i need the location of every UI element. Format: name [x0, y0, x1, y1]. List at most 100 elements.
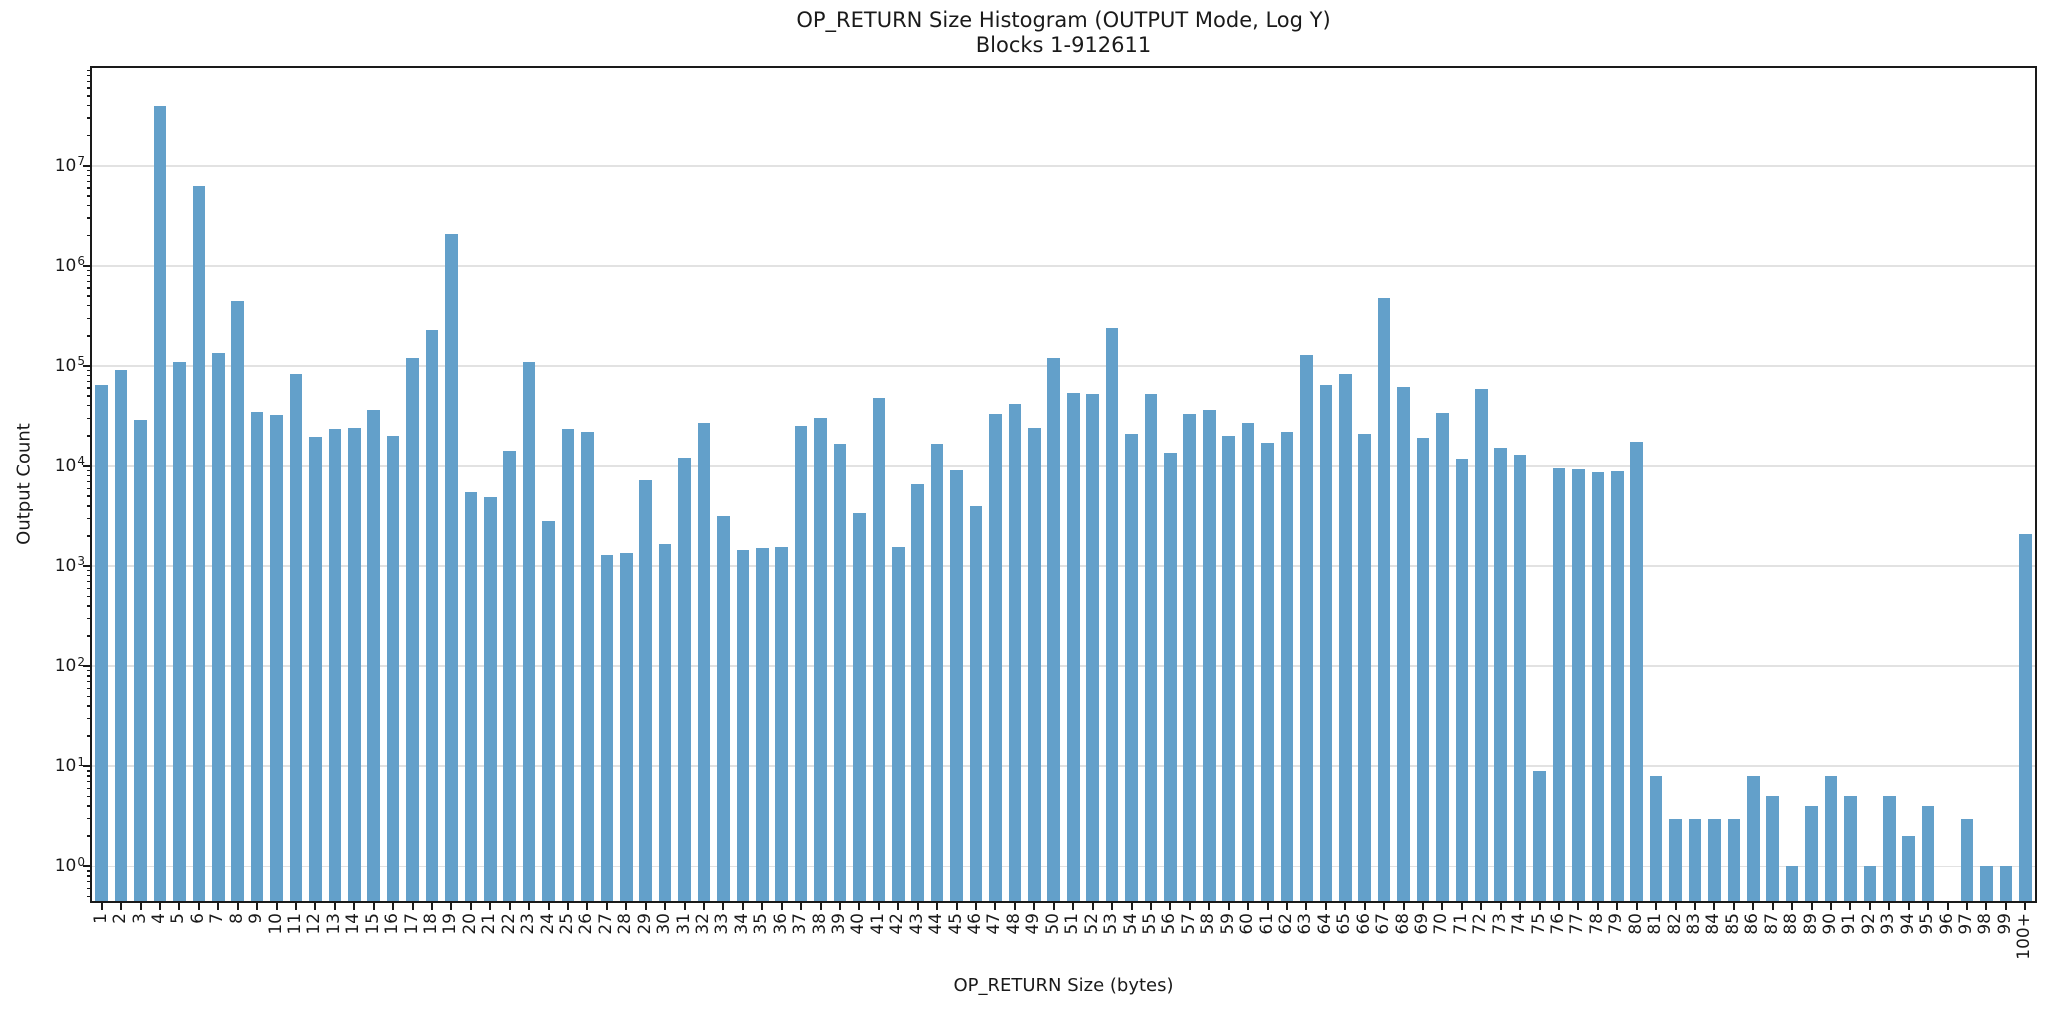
bar [775, 547, 789, 901]
y-minor-tick [87, 817, 92, 820]
bar [1358, 433, 1371, 901]
x-tick-label: 45 [945, 913, 966, 935]
x-tick [139, 903, 142, 910]
x-tick-label: 34 [731, 913, 752, 935]
y-minor-tick [87, 835, 92, 837]
x-tick [1480, 903, 1483, 910]
bar [1086, 394, 1099, 901]
y-tick-label: 104 [54, 454, 85, 477]
y-gridline [92, 465, 2035, 467]
x-tick-label: 79 [1606, 913, 1627, 935]
y-major-tick [83, 264, 92, 267]
y-minor-tick [87, 305, 92, 307]
x-tick-label: 67 [1373, 913, 1394, 935]
bar [1261, 442, 1274, 901]
bar [1202, 410, 1216, 901]
x-tick [955, 903, 958, 910]
x-tick [1111, 903, 1114, 910]
x-tick [605, 903, 608, 910]
x-tick-label: 49 [1023, 913, 1044, 935]
x-tick-label: 24 [537, 913, 558, 935]
bar [1300, 354, 1313, 901]
y-minor-tick [87, 505, 92, 507]
bar [989, 414, 1002, 901]
x-tick [644, 903, 647, 910]
x-tick-label: 10 [265, 913, 286, 935]
y-minor-tick [87, 635, 92, 637]
x-tick [625, 903, 628, 910]
x-tick [2024, 903, 2027, 910]
y-minor-tick [87, 280, 92, 283]
x-tick [839, 903, 842, 910]
x-tick-label: 58 [1198, 913, 1219, 935]
y-minor-tick [87, 680, 92, 683]
x-tick-label: 12 [304, 913, 325, 935]
x-tick [1285, 903, 1288, 910]
y-minor-tick [87, 435, 92, 437]
bar [1338, 374, 1352, 901]
x-tick-label: 42 [887, 913, 908, 935]
x-tick-label: 71 [1450, 913, 1471, 935]
y-minor-tick [87, 135, 92, 137]
x-tick [1402, 903, 1405, 910]
bar [911, 484, 925, 901]
x-tick [1013, 903, 1016, 910]
x-tick [1383, 903, 1386, 910]
x-tick [1324, 903, 1327, 910]
bar [697, 422, 711, 901]
bar [1766, 796, 1779, 901]
bar [1708, 818, 1721, 901]
x-tick-label: 23 [518, 913, 539, 935]
y-minor-tick [87, 795, 92, 798]
y-minor-tick [87, 687, 92, 690]
x-tick-label: 53 [1101, 913, 1122, 935]
x-tick [1810, 903, 1813, 910]
bar [1572, 468, 1585, 901]
x-tick-label: 32 [693, 913, 714, 935]
bar [542, 521, 555, 901]
bar [192, 185, 206, 901]
chart-subtitle: Blocks 1-912611 [975, 33, 1152, 57]
x-tick-label: 18 [421, 913, 442, 935]
y-minor-tick [87, 475, 92, 477]
x-tick [1363, 903, 1366, 910]
y-minor-tick [87, 517, 92, 520]
bar [1280, 431, 1294, 901]
bar [1455, 459, 1469, 901]
x-tick-label: 15 [362, 913, 383, 935]
x-tick-label: 57 [1178, 913, 1199, 935]
bar [1319, 385, 1333, 901]
x-tick [1208, 903, 1211, 910]
bar [348, 427, 361, 901]
x-tick-label: 83 [1683, 913, 1704, 935]
bar [1688, 818, 1702, 901]
x-tick-label: 2 [110, 913, 131, 924]
bar [1028, 427, 1041, 901]
x-tick [178, 903, 181, 910]
x-tick [1052, 903, 1055, 910]
x-tick [1732, 903, 1735, 910]
y-gridline [92, 265, 2035, 267]
x-tick-label: 93 [1878, 913, 1899, 935]
y-minor-tick [87, 495, 92, 497]
x-axis-label: OP_RETURN Size (bytes) [953, 975, 1174, 996]
y-minor-tick [87, 781, 92, 783]
y-minor-tick [87, 580, 92, 583]
y-minor-tick [87, 735, 92, 737]
x-tick [1616, 903, 1619, 910]
x-tick [741, 903, 744, 910]
bar [270, 415, 283, 901]
x-tick [120, 903, 123, 910]
x-tick-label: 28 [615, 913, 636, 935]
y-minor-tick [87, 195, 92, 197]
bar [1669, 818, 1682, 901]
y-minor-tick [87, 217, 92, 219]
bar [1164, 452, 1177, 901]
bar [1533, 770, 1546, 901]
bar [1863, 866, 1877, 901]
y-minor-tick [87, 770, 92, 772]
bar [367, 410, 381, 901]
y-minor-tick [87, 535, 92, 537]
bar [833, 444, 847, 901]
x-tick-label: 72 [1470, 913, 1491, 935]
